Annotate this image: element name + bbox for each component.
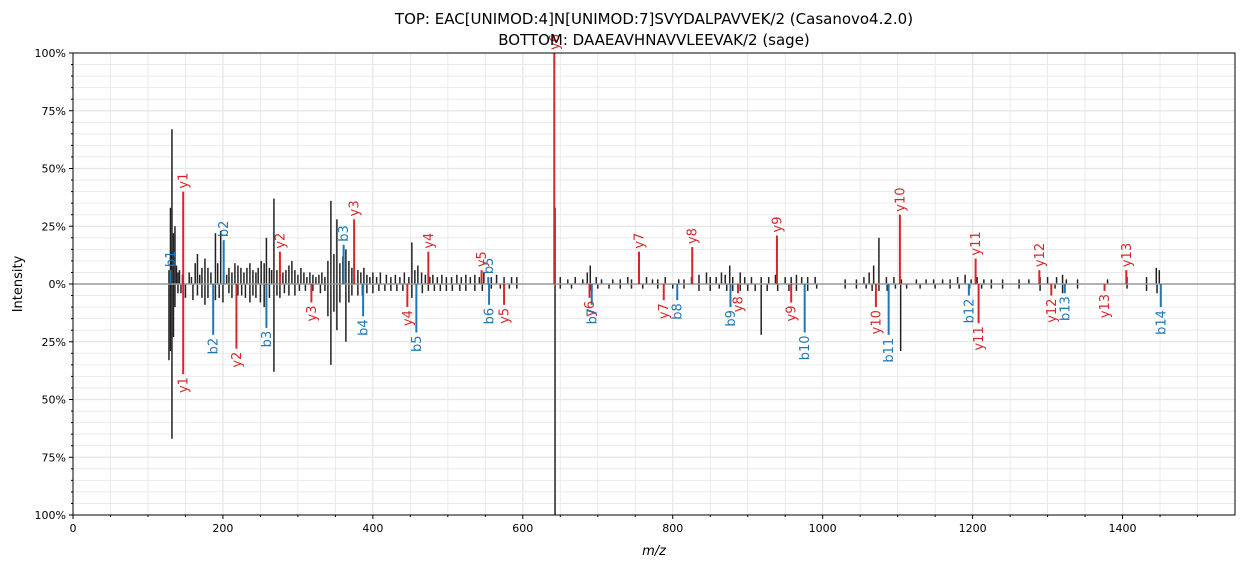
x-tick-label: 600 — [512, 522, 533, 535]
ion-label-bottom-b6: b6 — [483, 308, 498, 325]
ion-label-top-y8: y8 — [686, 228, 701, 244]
ion-label-top-y1: y1 — [177, 173, 192, 189]
ion-label-bottom-b10: b10 — [798, 336, 813, 361]
ion-label-top-y6: y6 — [548, 34, 563, 50]
x-tick-label: 1000 — [809, 522, 837, 535]
ion-label-top-y5: y5 — [475, 251, 490, 267]
ion-label-top-y3: y3 — [348, 200, 363, 216]
ion-label-bottom-b7: b7 — [585, 308, 600, 325]
ion-label-top-b5: b5 — [482, 258, 497, 275]
ion-label-bottom-b2: b2 — [207, 338, 222, 355]
ion-label-top-y10: y10 — [893, 187, 908, 211]
ion-label-bottom-b14: b14 — [1154, 310, 1169, 335]
axes: 0 200 400 600 800 1000 1200 1400 100% 75% 50% 25% 0%… — [35, 47, 1236, 535]
x-tick-label: 400 — [362, 522, 383, 535]
x-tick-label: 200 — [212, 522, 233, 535]
y-tick-label: 100% — [35, 47, 66, 60]
ion-label-bottom-y4: y4 — [401, 310, 416, 326]
ion-label-top-b3: b3 — [337, 225, 352, 242]
ion-label-bottom-b12: b12 — [962, 299, 977, 324]
ion-label-top-y4: y4 — [422, 233, 437, 249]
y-tick-label: 50% — [42, 394, 66, 407]
ion-label-bottom-b5: b5 — [410, 336, 425, 353]
x-tick-label: 800 — [662, 522, 683, 535]
ion-label-bottom-y5: y5 — [498, 308, 513, 324]
chart-title-top: TOP: EAC[UNIMOD:4]N[UNIMOD:7]SVYDALPAVVE… — [394, 10, 913, 28]
ion-label-top-y12: y12 — [1033, 243, 1048, 267]
ion-label-bottom-y1: y1 — [177, 377, 192, 393]
ion-label-bottom-y7: y7 — [657, 303, 672, 319]
ion-label-bottom-y3: y3 — [305, 305, 320, 321]
ion-label-bottom-y8: y8 — [731, 296, 746, 312]
ion-label-top-y7: y7 — [633, 233, 648, 249]
ion-label-bottom-b13: b13 — [1058, 296, 1073, 321]
ion-label-bottom-y11: y11 — [972, 326, 987, 350]
ion-label-bottom-b4: b4 — [357, 319, 372, 336]
chart-title-bottom: BOTTOM: DAAEAVHNAVVLEEVAK/2 (sage) — [498, 31, 810, 49]
ion-label-bottom-y9: y9 — [785, 305, 800, 321]
ion-label-top-y9: y9 — [770, 217, 785, 233]
ion-label-top-y11: y11 — [969, 231, 984, 255]
y-tick-label: 75% — [42, 105, 66, 118]
y-tick-label: 50% — [42, 163, 66, 176]
x-tick-label: 1400 — [1109, 522, 1137, 535]
x-axis-label: m/z — [642, 544, 667, 559]
ion-label-bottom-y12: y12 — [1045, 299, 1060, 323]
ion-label-bottom-b3: b3 — [260, 331, 275, 348]
peaks — [73, 53, 1235, 515]
y-tick-label: 0% — [49, 278, 66, 291]
x-tick-label: 1200 — [959, 522, 987, 535]
ion-label-bottom-b9: b9 — [724, 310, 739, 327]
ion-label-bottom-y2: y2 — [230, 352, 245, 368]
ion-label-top-b1: b1 — [164, 251, 179, 268]
ion-label-bottom-y13: y13 — [1098, 294, 1113, 318]
ion-label-bottom-y6: y6 — [583, 301, 598, 317]
y-tick-label: 100% — [35, 509, 66, 522]
x-tick-label: 0 — [70, 522, 77, 535]
y-tick-label: 75% — [42, 451, 66, 464]
y-tick-label: 25% — [42, 336, 66, 349]
ion-label-bottom-b8: b8 — [671, 303, 686, 320]
ion-label-bottom-y10: y10 — [869, 310, 884, 334]
ion-label-bottom-b11: b11 — [882, 338, 897, 363]
ion-label-top-y2: y2 — [273, 233, 288, 249]
y-axis-label: Intensity — [11, 255, 26, 312]
ion-label-top-y13: y13 — [1120, 243, 1135, 267]
y-tick-label: 25% — [42, 220, 66, 233]
ion-label-top-b2: b2 — [217, 221, 232, 238]
